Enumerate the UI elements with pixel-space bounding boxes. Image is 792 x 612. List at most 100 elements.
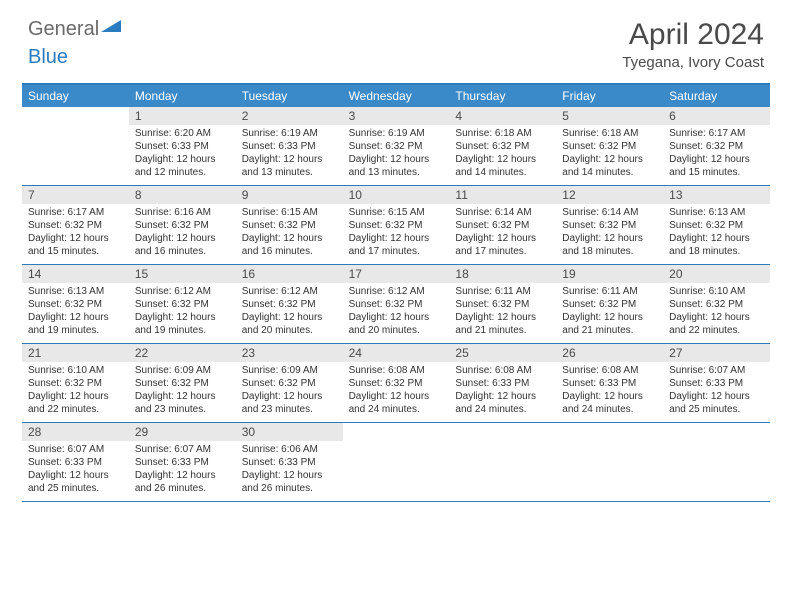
- daylight-line: Daylight: 12 hours and 14 minutes.: [455, 153, 550, 179]
- location-subtitle: Tyegana, Ivory Coast: [622, 54, 764, 71]
- day-number: 6: [663, 107, 770, 125]
- sunset-line: Sunset: 6:32 PM: [135, 377, 230, 390]
- daylight-line: Daylight: 12 hours and 18 minutes.: [669, 232, 764, 258]
- day-details: Sunrise: 6:19 AMSunset: 6:32 PMDaylight:…: [343, 125, 450, 185]
- day-details: Sunrise: 6:17 AMSunset: 6:32 PMDaylight:…: [663, 125, 770, 185]
- day-details: Sunrise: 6:07 AMSunset: 6:33 PMDaylight:…: [22, 441, 129, 501]
- day-number: 23: [236, 344, 343, 362]
- calendar-day-cell: 5Sunrise: 6:18 AMSunset: 6:32 PMDaylight…: [556, 107, 663, 185]
- day-details: Sunrise: 6:19 AMSunset: 6:33 PMDaylight:…: [236, 125, 343, 185]
- day-details: Sunrise: 6:16 AMSunset: 6:32 PMDaylight:…: [129, 204, 236, 264]
- day-details: Sunrise: 6:06 AMSunset: 6:33 PMDaylight:…: [236, 441, 343, 501]
- sunset-line: Sunset: 6:32 PM: [349, 377, 444, 390]
- day-details: [22, 125, 129, 133]
- logo-triangle-icon: [101, 18, 123, 36]
- daylight-line: Daylight: 12 hours and 12 minutes.: [135, 153, 230, 179]
- daylight-line: Daylight: 12 hours and 19 minutes.: [135, 311, 230, 337]
- day-details: Sunrise: 6:18 AMSunset: 6:32 PMDaylight:…: [556, 125, 663, 185]
- day-number: 30: [236, 423, 343, 441]
- daylight-line: Daylight: 12 hours and 25 minutes.: [669, 390, 764, 416]
- day-number: 7: [22, 186, 129, 204]
- daylight-line: Daylight: 12 hours and 20 minutes.: [242, 311, 337, 337]
- day-number: [22, 107, 129, 125]
- calendar-grid: SundayMondayTuesdayWednesdayThursdayFrid…: [22, 83, 770, 502]
- sunrise-line: Sunrise: 6:07 AM: [135, 443, 230, 456]
- sunset-line: Sunset: 6:32 PM: [455, 219, 550, 232]
- daylight-line: Daylight: 12 hours and 25 minutes.: [28, 469, 123, 495]
- day-number: 15: [129, 265, 236, 283]
- day-details: Sunrise: 6:11 AMSunset: 6:32 PMDaylight:…: [556, 283, 663, 343]
- day-number: 24: [343, 344, 450, 362]
- calendar-day-cell: [449, 423, 556, 501]
- sunset-line: Sunset: 6:32 PM: [455, 140, 550, 153]
- daylight-line: Daylight: 12 hours and 19 minutes.: [28, 311, 123, 337]
- brand-part2: Blue: [28, 46, 68, 68]
- day-details: [663, 441, 770, 449]
- daylight-line: Daylight: 12 hours and 26 minutes.: [242, 469, 337, 495]
- daylight-line: Daylight: 12 hours and 17 minutes.: [455, 232, 550, 258]
- day-number: 11: [449, 186, 556, 204]
- calendar-day-cell: 10Sunrise: 6:15 AMSunset: 6:32 PMDayligh…: [343, 186, 450, 264]
- day-number: 14: [22, 265, 129, 283]
- sunset-line: Sunset: 6:32 PM: [135, 219, 230, 232]
- calendar-day-cell: 18Sunrise: 6:11 AMSunset: 6:32 PMDayligh…: [449, 265, 556, 343]
- daylight-line: Daylight: 12 hours and 15 minutes.: [669, 153, 764, 179]
- calendar-week-row: 28Sunrise: 6:07 AMSunset: 6:33 PMDayligh…: [22, 423, 770, 502]
- sunset-line: Sunset: 6:32 PM: [242, 298, 337, 311]
- day-details: Sunrise: 6:12 AMSunset: 6:32 PMDaylight:…: [129, 283, 236, 343]
- day-details: Sunrise: 6:13 AMSunset: 6:32 PMDaylight:…: [663, 204, 770, 264]
- day-number: 26: [556, 344, 663, 362]
- daylight-line: Daylight: 12 hours and 15 minutes.: [28, 232, 123, 258]
- sunset-line: Sunset: 6:32 PM: [135, 298, 230, 311]
- sunrise-line: Sunrise: 6:17 AM: [669, 127, 764, 140]
- calendar-day-cell: 13Sunrise: 6:13 AMSunset: 6:32 PMDayligh…: [663, 186, 770, 264]
- day-details: Sunrise: 6:14 AMSunset: 6:32 PMDaylight:…: [449, 204, 556, 264]
- daylight-line: Daylight: 12 hours and 18 minutes.: [562, 232, 657, 258]
- day-details: [343, 441, 450, 449]
- sunset-line: Sunset: 6:32 PM: [242, 219, 337, 232]
- day-details: Sunrise: 6:08 AMSunset: 6:33 PMDaylight:…: [449, 362, 556, 422]
- day-details: Sunrise: 6:11 AMSunset: 6:32 PMDaylight:…: [449, 283, 556, 343]
- day-number: [556, 423, 663, 441]
- calendar-day-cell: 1Sunrise: 6:20 AMSunset: 6:33 PMDaylight…: [129, 107, 236, 185]
- day-number: 8: [129, 186, 236, 204]
- brand-part1: General: [28, 18, 99, 41]
- calendar-day-cell: 28Sunrise: 6:07 AMSunset: 6:33 PMDayligh…: [22, 423, 129, 501]
- day-number: [449, 423, 556, 441]
- day-number: 12: [556, 186, 663, 204]
- sunrise-line: Sunrise: 6:12 AM: [135, 285, 230, 298]
- calendar-week-row: 7Sunrise: 6:17 AMSunset: 6:32 PMDaylight…: [22, 186, 770, 265]
- day-number: 22: [129, 344, 236, 362]
- calendar-day-cell: 7Sunrise: 6:17 AMSunset: 6:32 PMDaylight…: [22, 186, 129, 264]
- day-details: Sunrise: 6:17 AMSunset: 6:32 PMDaylight:…: [22, 204, 129, 264]
- sunrise-line: Sunrise: 6:08 AM: [455, 364, 550, 377]
- calendar-day-cell: 29Sunrise: 6:07 AMSunset: 6:33 PMDayligh…: [129, 423, 236, 501]
- sunset-line: Sunset: 6:32 PM: [349, 219, 444, 232]
- sunset-line: Sunset: 6:32 PM: [562, 140, 657, 153]
- day-details: Sunrise: 6:10 AMSunset: 6:32 PMDaylight:…: [663, 283, 770, 343]
- daylight-line: Daylight: 12 hours and 24 minutes.: [455, 390, 550, 416]
- sunrise-line: Sunrise: 6:07 AM: [669, 364, 764, 377]
- daylight-line: Daylight: 12 hours and 14 minutes.: [562, 153, 657, 179]
- sunrise-line: Sunrise: 6:11 AM: [455, 285, 550, 298]
- sunrise-line: Sunrise: 6:09 AM: [242, 364, 337, 377]
- sunrise-line: Sunrise: 6:15 AM: [349, 206, 444, 219]
- sunset-line: Sunset: 6:32 PM: [669, 298, 764, 311]
- calendar-day-cell: 2Sunrise: 6:19 AMSunset: 6:33 PMDaylight…: [236, 107, 343, 185]
- calendar-day-cell: [663, 423, 770, 501]
- day-number: 21: [22, 344, 129, 362]
- day-details: Sunrise: 6:14 AMSunset: 6:32 PMDaylight:…: [556, 204, 663, 264]
- sunrise-line: Sunrise: 6:09 AM: [135, 364, 230, 377]
- daylight-line: Daylight: 12 hours and 16 minutes.: [242, 232, 337, 258]
- day-details: Sunrise: 6:10 AMSunset: 6:32 PMDaylight:…: [22, 362, 129, 422]
- title-block: April 2024 Tyegana, Ivory Coast: [622, 18, 764, 71]
- calendar-day-cell: 17Sunrise: 6:12 AMSunset: 6:32 PMDayligh…: [343, 265, 450, 343]
- sunrise-line: Sunrise: 6:08 AM: [349, 364, 444, 377]
- sunrise-line: Sunrise: 6:06 AM: [242, 443, 337, 456]
- sunset-line: Sunset: 6:32 PM: [28, 377, 123, 390]
- calendar-day-cell: 24Sunrise: 6:08 AMSunset: 6:32 PMDayligh…: [343, 344, 450, 422]
- day-number: 5: [556, 107, 663, 125]
- day-number: 20: [663, 265, 770, 283]
- sunset-line: Sunset: 6:32 PM: [455, 298, 550, 311]
- day-number: [343, 423, 450, 441]
